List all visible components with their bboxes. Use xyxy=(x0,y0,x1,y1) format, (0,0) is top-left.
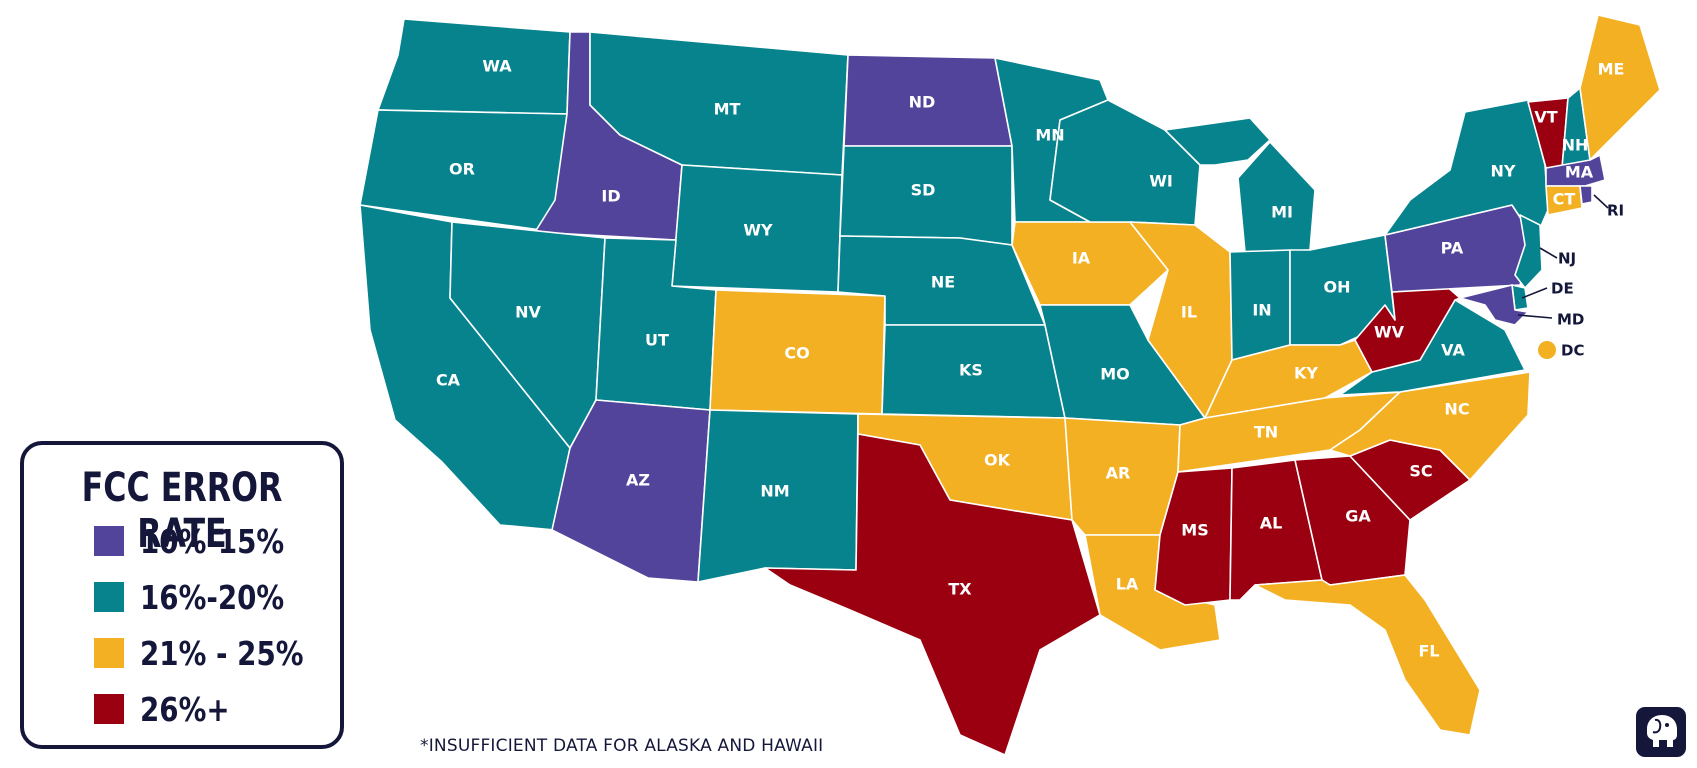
state-label-fl: FL xyxy=(1418,642,1439,661)
leader-line-md xyxy=(1517,314,1553,319)
state-label-ma: MA xyxy=(1565,163,1594,182)
legend-item: 26%+ xyxy=(94,689,247,729)
legend-title: FCC ERROR RATE xyxy=(81,465,283,557)
legend-swatch xyxy=(94,526,124,556)
state-label-ia: IA xyxy=(1072,249,1091,268)
state-label-de: DE xyxy=(1551,280,1574,298)
state-label-nm: NM xyxy=(760,482,789,501)
state-label-ca: CA xyxy=(436,371,461,390)
state-ct[interactable] xyxy=(1545,185,1583,216)
dc-marker[interactable] xyxy=(1538,341,1556,359)
leader-line-de xyxy=(1521,287,1548,299)
state-tx[interactable] xyxy=(764,433,1101,756)
state-wa[interactable] xyxy=(377,18,571,115)
legend-item: 16%-20% xyxy=(94,577,312,617)
state-me[interactable] xyxy=(1579,14,1661,161)
state-label-mo: MO xyxy=(1100,365,1130,384)
state-label-az: AZ xyxy=(626,471,650,490)
state-label-la: LA xyxy=(1116,575,1139,594)
state-label-ks: KS xyxy=(959,361,983,380)
state-label-or: OR xyxy=(449,160,475,179)
state-label-nh: NH xyxy=(1562,136,1589,155)
state-label-mt: MT xyxy=(714,100,741,119)
state-label-nd: ND xyxy=(909,93,936,112)
state-label-il: IL xyxy=(1181,303,1197,322)
leader-line-nj xyxy=(1539,247,1558,259)
legend-swatch xyxy=(94,638,124,668)
state-label-nj: NJ xyxy=(1558,250,1576,268)
state-label-sc: SC xyxy=(1409,462,1432,481)
legend-label: 21% - 25% xyxy=(140,633,304,673)
state-label-nc: NC xyxy=(1444,400,1469,419)
state-label-mn: MN xyxy=(1035,126,1064,145)
leader-line-ri xyxy=(1593,194,1609,209)
state-label-in: IN xyxy=(1252,301,1271,320)
legend-label: 26%+ xyxy=(140,689,230,729)
state-label-vt: VT xyxy=(1534,108,1557,127)
state-label-ut: UT xyxy=(645,331,669,350)
state-label-wy: WY xyxy=(743,221,773,240)
elephant-icon[interactable] xyxy=(1636,707,1686,757)
state-label-al: AL xyxy=(1260,514,1283,533)
state-label-nv: NV xyxy=(515,303,541,322)
state-label-id: ID xyxy=(601,187,620,206)
legend: FCC ERROR RATE 10%-15% 16%-20% 21% - 25%… xyxy=(20,441,344,749)
state-fl[interactable] xyxy=(1254,574,1481,736)
state-mi[interactable] xyxy=(1164,117,1316,253)
state-ri[interactable] xyxy=(1579,185,1593,205)
state-label-ok: OK xyxy=(984,451,1011,470)
legend-swatch xyxy=(94,694,124,724)
state-label-ne: NE xyxy=(931,273,955,292)
state-label-wv: WV xyxy=(1374,323,1405,342)
state-label-ga: GA xyxy=(1345,507,1371,526)
state-label-va: VA xyxy=(1441,341,1465,360)
state-label-oh: OH xyxy=(1324,278,1351,297)
legend-swatch xyxy=(94,582,124,612)
legend-item: 21% - 25% xyxy=(94,633,335,673)
state-label-ct: CT xyxy=(1553,190,1576,209)
legend-item: 10%-15% xyxy=(94,521,312,561)
state-label-md: MD xyxy=(1557,311,1584,329)
state-label-mi: MI xyxy=(1271,203,1293,222)
footnote: *INSUFFICIENT DATA FOR ALASKA AND HAWAII xyxy=(420,736,824,756)
state-label-tx: TX xyxy=(948,580,972,599)
state-md[interactable] xyxy=(1459,284,1529,326)
state-label-ms: MS xyxy=(1181,521,1208,540)
state-nc[interactable] xyxy=(1329,371,1531,481)
state-label-me: ME xyxy=(1598,60,1625,79)
state-label-ar: AR xyxy=(1106,464,1131,483)
state-label-wi: WI xyxy=(1149,172,1173,191)
state-label-ri: RI xyxy=(1607,202,1624,220)
state-label-sd: SD xyxy=(911,181,936,200)
legend-label: 16%-20% xyxy=(140,577,285,617)
legend-label: 10%-15% xyxy=(140,521,285,561)
state-label-ky: KY xyxy=(1294,364,1318,383)
state-wi[interactable] xyxy=(1049,99,1201,226)
state-label-wa: WA xyxy=(482,57,512,76)
state-label-ny: NY xyxy=(1491,162,1516,181)
state-label-tn: TN xyxy=(1254,423,1278,442)
state-label-dc: DC xyxy=(1561,342,1584,360)
state-label-pa: PA xyxy=(1441,239,1464,258)
state-label-co: CO xyxy=(784,344,809,363)
